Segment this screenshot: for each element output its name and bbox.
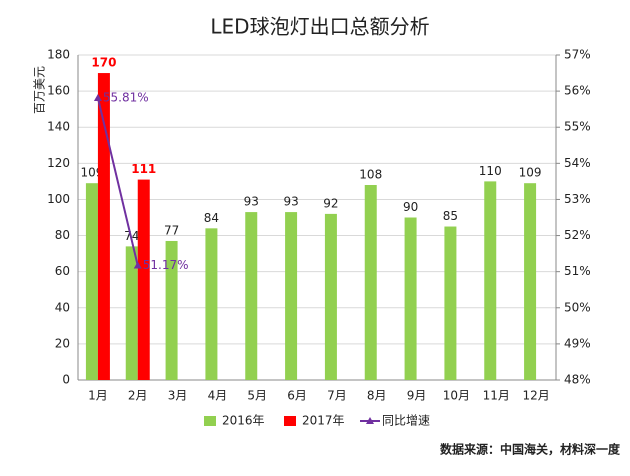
y2-tick-label: 52% xyxy=(564,228,591,242)
legend-swatch xyxy=(204,416,216,426)
bar xyxy=(85,183,98,380)
x-tick-label: 8月 xyxy=(367,389,387,403)
bar xyxy=(364,185,377,380)
bar xyxy=(137,179,150,380)
y2-tick-label: 55% xyxy=(564,120,591,134)
x-tick-label: 10月 xyxy=(443,389,470,403)
y-tick-label: 100 xyxy=(47,192,70,206)
x-tick-label: 11月 xyxy=(483,389,510,403)
bar xyxy=(205,228,218,380)
y-axis-label: 百万美元 xyxy=(33,66,47,114)
source: 数据来源：中国海关，材料深一度 xyxy=(440,442,621,457)
y2-tick-label: 56% xyxy=(564,84,591,98)
y-tick-label: 120 xyxy=(47,156,70,170)
data-label: 93 xyxy=(283,195,298,209)
x-tick-label: 1月 xyxy=(88,389,108,403)
x-tick-label: 7月 xyxy=(327,389,347,403)
y-tick-label: 0 xyxy=(62,373,70,387)
data-label: 51.17% xyxy=(143,258,189,272)
legend-label: 2016年 xyxy=(222,414,265,428)
y-tick-label: 140 xyxy=(47,120,70,134)
x-tick-label: 6月 xyxy=(287,389,307,403)
y2-tick-label: 50% xyxy=(564,300,591,314)
data-label: 85 xyxy=(443,209,458,223)
x-tick-label: 5月 xyxy=(247,389,267,403)
bar xyxy=(245,212,258,380)
marker xyxy=(93,93,102,101)
bar xyxy=(97,73,110,381)
legend-label: 同比增速 xyxy=(382,414,430,428)
bar xyxy=(285,212,298,380)
y-tick-label: 40 xyxy=(55,300,70,314)
y-tick-label: 80 xyxy=(55,228,70,242)
data-label: 84 xyxy=(204,211,219,225)
data-label: 92 xyxy=(323,196,338,210)
y-tick-label: 20 xyxy=(55,336,70,350)
data-label: 74 xyxy=(124,229,139,243)
legend-swatch xyxy=(366,417,374,424)
y2-tick-label: 51% xyxy=(564,264,591,278)
y2-tick-label: 53% xyxy=(564,192,591,206)
data-label: 93 xyxy=(244,195,259,209)
x-tick-label: 4月 xyxy=(208,389,228,403)
legend-label: 2017年 xyxy=(302,414,345,428)
x-tick-label: 3月 xyxy=(168,389,188,403)
x-tick-label: 9月 xyxy=(407,389,427,403)
bar xyxy=(165,240,178,380)
bar xyxy=(125,246,138,380)
y2-tick-label: 48% xyxy=(564,373,591,387)
data-label: 109 xyxy=(80,166,103,180)
data-label: 77 xyxy=(164,223,179,237)
data-label: 55.81% xyxy=(103,90,149,104)
x-tick-label: 12月 xyxy=(522,389,549,403)
bar xyxy=(404,217,417,380)
bar xyxy=(444,226,457,380)
y-tick-label: 160 xyxy=(47,84,70,98)
data-label: 90 xyxy=(403,200,418,214)
data-label: 170 xyxy=(91,56,116,70)
bar xyxy=(324,213,337,380)
chart-title: LED球泡灯出口总额分析 xyxy=(210,15,429,39)
marker xyxy=(133,261,142,269)
y2-tick-label: 54% xyxy=(564,156,591,170)
y-tick-label: 60 xyxy=(55,264,70,278)
line xyxy=(96,97,139,266)
y2-tick-label: 57% xyxy=(564,48,591,62)
data-label: 108 xyxy=(359,168,382,182)
x-tick-label: 2月 xyxy=(128,389,148,403)
y-tick-label: 180 xyxy=(47,48,70,62)
data-label: 111 xyxy=(131,162,156,176)
y2-tick-label: 49% xyxy=(564,336,591,350)
legend-swatch xyxy=(284,416,296,426)
data-label: 110 xyxy=(479,164,502,178)
bar xyxy=(484,181,497,380)
bar xyxy=(524,183,537,380)
data-label: 109 xyxy=(519,166,542,180)
